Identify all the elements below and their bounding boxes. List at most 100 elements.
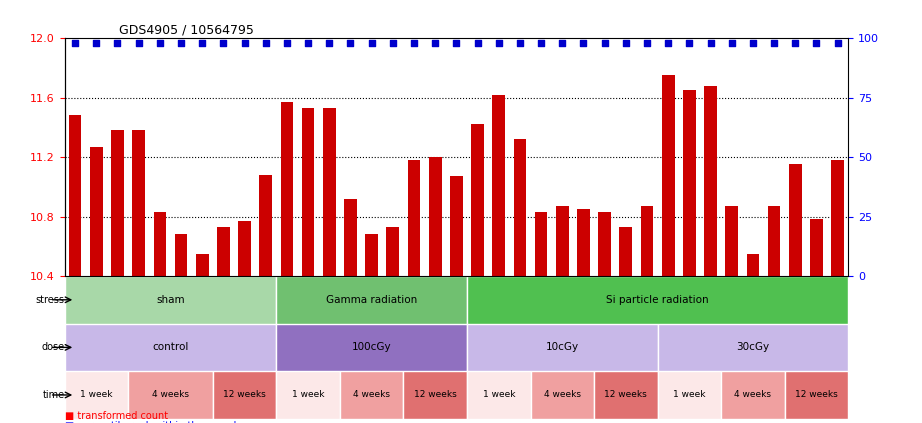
Bar (344, 199, 357, 276)
Bar (832, 160, 844, 276)
Point (576, 39, 591, 46)
Point (428, 39, 443, 46)
Point (810, 39, 824, 46)
Point (110, 39, 124, 46)
FancyBboxPatch shape (721, 371, 785, 419)
Bar (217, 227, 230, 276)
Text: 12 weeks: 12 weeks (605, 390, 647, 399)
Text: 1 week: 1 week (482, 390, 515, 399)
Bar (280, 102, 293, 276)
Bar (153, 212, 166, 276)
Text: 30cGy: 30cGy (737, 342, 770, 352)
FancyBboxPatch shape (277, 324, 467, 371)
FancyBboxPatch shape (404, 371, 467, 419)
FancyBboxPatch shape (467, 324, 657, 371)
Bar (323, 108, 336, 276)
FancyBboxPatch shape (65, 371, 128, 419)
FancyBboxPatch shape (128, 371, 213, 419)
Point (725, 39, 739, 46)
Point (131, 39, 146, 46)
Point (258, 39, 273, 46)
Text: 1 week: 1 week (80, 390, 112, 399)
FancyBboxPatch shape (65, 276, 277, 324)
FancyBboxPatch shape (340, 371, 404, 419)
Point (767, 39, 782, 46)
FancyBboxPatch shape (785, 371, 848, 419)
Bar (112, 130, 124, 276)
Point (173, 39, 188, 46)
Bar (768, 206, 780, 276)
Bar (386, 227, 399, 276)
Bar (408, 160, 420, 276)
Point (67, 39, 82, 46)
Point (407, 39, 421, 46)
Point (703, 39, 718, 46)
Bar (556, 206, 569, 276)
Point (788, 39, 803, 46)
Bar (535, 212, 548, 276)
Bar (259, 175, 272, 276)
Text: 100cGy: 100cGy (352, 342, 392, 352)
Text: ■ percentile rank within the sample: ■ percentile rank within the sample (65, 421, 242, 423)
Bar (471, 124, 484, 276)
Bar (301, 108, 314, 276)
Text: 12 weeks: 12 weeks (223, 390, 266, 399)
Text: 1 week: 1 week (292, 390, 325, 399)
FancyBboxPatch shape (65, 324, 277, 371)
FancyBboxPatch shape (213, 371, 277, 419)
FancyBboxPatch shape (657, 371, 721, 419)
Text: sham: sham (156, 295, 184, 305)
FancyBboxPatch shape (594, 371, 657, 419)
FancyBboxPatch shape (277, 371, 340, 419)
Text: time: time (42, 390, 65, 400)
Bar (133, 130, 145, 276)
Text: Gamma radiation: Gamma radiation (326, 295, 418, 305)
Text: Si particle radiation: Si particle radiation (607, 295, 709, 305)
Point (279, 39, 294, 46)
Bar (620, 227, 632, 276)
Point (195, 39, 209, 46)
Bar (174, 234, 187, 276)
FancyBboxPatch shape (277, 276, 467, 324)
Bar (90, 147, 102, 276)
Bar (683, 90, 696, 276)
Point (491, 39, 506, 46)
Bar (810, 220, 822, 276)
Bar (450, 176, 463, 276)
Text: control: control (152, 342, 189, 352)
Bar (69, 115, 81, 276)
Point (449, 39, 464, 46)
Text: 4 weeks: 4 weeks (353, 390, 390, 399)
Text: dose: dose (41, 342, 65, 352)
FancyBboxPatch shape (530, 371, 594, 419)
Text: 1 week: 1 week (673, 390, 705, 399)
Bar (641, 206, 654, 276)
Point (364, 39, 379, 46)
Bar (726, 206, 739, 276)
Point (597, 39, 612, 46)
Point (216, 39, 230, 46)
Bar (662, 75, 675, 276)
Text: ■ transformed count: ■ transformed count (65, 411, 168, 421)
Point (746, 39, 761, 46)
Bar (789, 165, 801, 276)
Bar (514, 139, 526, 276)
Bar (704, 86, 717, 276)
Bar (238, 221, 251, 276)
Point (301, 39, 315, 46)
Point (322, 39, 337, 46)
Point (152, 39, 167, 46)
Bar (747, 254, 760, 276)
Bar (598, 212, 611, 276)
Point (831, 39, 845, 46)
Point (385, 39, 400, 46)
Bar (195, 254, 208, 276)
Point (555, 39, 570, 46)
Point (470, 39, 485, 46)
FancyBboxPatch shape (467, 276, 848, 324)
Point (237, 39, 252, 46)
Point (534, 39, 549, 46)
Point (619, 39, 633, 46)
Text: 4 weeks: 4 weeks (152, 390, 189, 399)
FancyBboxPatch shape (467, 371, 530, 419)
